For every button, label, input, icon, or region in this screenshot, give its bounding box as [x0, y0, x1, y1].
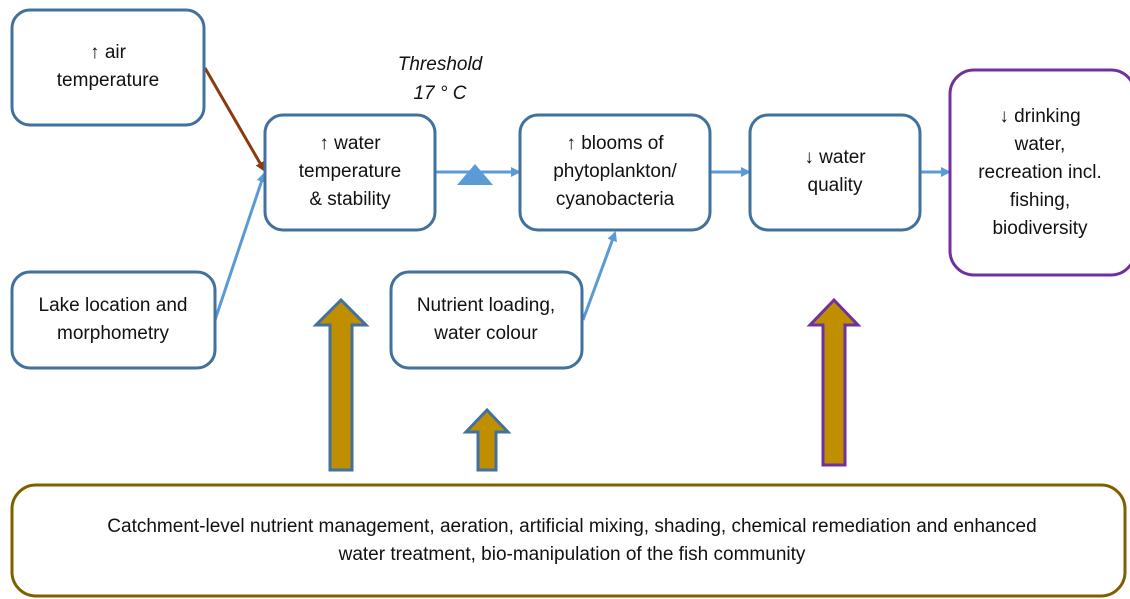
label: recreation incl.: [978, 162, 1102, 183]
label: cyanobacteria: [556, 189, 675, 210]
label: water colour: [433, 323, 538, 344]
label: ↑ air: [90, 42, 127, 63]
label: Nutrient loading,: [417, 295, 555, 316]
label: phytoplankton/: [553, 161, 677, 182]
node-box: [748, 113, 922, 232]
label: ↓ drinking: [999, 106, 1080, 127]
node-box: [10, 270, 217, 370]
threshold-triangle: [457, 164, 493, 185]
node-box: [518, 113, 712, 232]
node-box: [10, 8, 206, 127]
label: biodiversity: [992, 218, 1088, 239]
label: ↑ blooms of: [566, 133, 664, 154]
node-box: [948, 68, 1130, 277]
node-box: [10, 483, 1127, 598]
up-arrow: [312, 297, 370, 472]
label: temperature: [299, 161, 401, 182]
label: quality: [808, 175, 863, 196]
label: Lake location and: [39, 295, 188, 316]
up-arrow: [462, 407, 512, 472]
label: water,: [1014, 134, 1066, 155]
arrow: [213, 172, 267, 321]
label: morphometry: [57, 323, 169, 344]
label: Catchment-level nutrient management, aer…: [107, 516, 1036, 537]
arrow: [203, 67, 266, 172]
label: ↓ water: [804, 147, 866, 168]
label: ↑ water: [319, 133, 381, 154]
label: Threshold: [398, 54, 484, 75]
label: & stability: [309, 189, 391, 210]
label: 17 ° C: [413, 83, 466, 104]
up-arrow: [806, 297, 862, 467]
node-box: [389, 270, 584, 370]
arrow: [581, 231, 617, 321]
label: temperature: [57, 70, 159, 91]
label: fishing,: [1010, 190, 1070, 211]
node-box: [263, 113, 437, 232]
labels: ↑ air temperature ↑ water temperature & stab…: [39, 42, 1102, 565]
label: water treatment, bio-manipulation of the…: [338, 544, 806, 565]
